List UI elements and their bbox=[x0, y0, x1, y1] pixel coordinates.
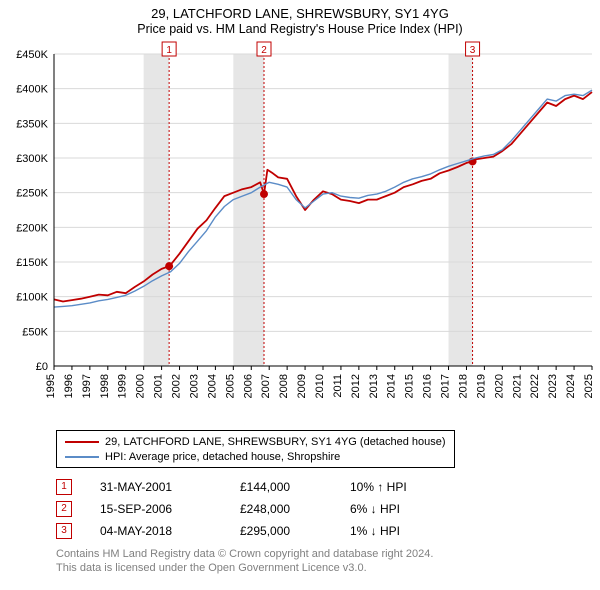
legend-item: 29, LATCHFORD LANE, SHREWSBURY, SY1 4YG … bbox=[65, 434, 446, 449]
marker-price: £295,000 bbox=[240, 524, 350, 538]
svg-text:2000: 2000 bbox=[135, 374, 147, 398]
attribution-line: Contains HM Land Registry data © Crown c… bbox=[56, 548, 433, 562]
marker-date: 04-MAY-2018 bbox=[100, 524, 240, 538]
svg-text:2017: 2017 bbox=[440, 374, 452, 398]
marker-table: 1 31-MAY-2001 £144,000 10% ↑ HPI 2 15-SE… bbox=[56, 476, 407, 542]
legend-item: HPI: Average price, detached house, Shro… bbox=[65, 449, 446, 464]
svg-text:1997: 1997 bbox=[81, 374, 93, 398]
chart-container: 29, LATCHFORD LANE, SHREWSBURY, SY1 4YG … bbox=[0, 0, 600, 590]
svg-text:2: 2 bbox=[261, 45, 267, 56]
marker-hpi: 10% ↑ HPI bbox=[350, 480, 407, 494]
legend-label: HPI: Average price, detached house, Shro… bbox=[105, 451, 340, 463]
legend-swatch bbox=[65, 441, 99, 443]
svg-text:2012: 2012 bbox=[350, 374, 362, 398]
svg-text:2019: 2019 bbox=[475, 374, 487, 398]
svg-text:2003: 2003 bbox=[188, 374, 200, 398]
marker-hpi: 1% ↓ HPI bbox=[350, 524, 400, 538]
svg-text:2001: 2001 bbox=[153, 374, 165, 398]
svg-text:2008: 2008 bbox=[278, 374, 290, 398]
svg-text:2020: 2020 bbox=[493, 374, 505, 398]
svg-text:2002: 2002 bbox=[171, 374, 183, 398]
svg-text:3: 3 bbox=[470, 45, 476, 56]
svg-text:£200K: £200K bbox=[16, 222, 48, 234]
svg-text:2006: 2006 bbox=[242, 374, 254, 398]
chart-plot: £0 £50K £100K £150K £200K £250K £300K £350K £400… bbox=[0, 40, 600, 420]
svg-text:£250K: £250K bbox=[16, 188, 48, 200]
svg-text:1: 1 bbox=[166, 45, 172, 56]
svg-text:£450K: £450K bbox=[16, 49, 48, 61]
svg-text:2014: 2014 bbox=[386, 374, 398, 398]
svg-text:£150K: £150K bbox=[16, 257, 48, 269]
svg-text:2011: 2011 bbox=[332, 374, 344, 398]
svg-text:£100K: £100K bbox=[16, 292, 48, 304]
marker-price: £248,000 bbox=[240, 502, 350, 516]
svg-text:1996: 1996 bbox=[63, 374, 75, 398]
svg-text:£50K: £50K bbox=[22, 326, 48, 338]
chart-svg: £0 £50K £100K £150K £200K £250K £300K £350K £400… bbox=[0, 40, 600, 420]
legend-swatch bbox=[65, 456, 99, 458]
marker-date: 31-MAY-2001 bbox=[100, 480, 240, 494]
svg-text:2010: 2010 bbox=[314, 374, 326, 398]
legend: 29, LATCHFORD LANE, SHREWSBURY, SY1 4YG … bbox=[56, 430, 455, 468]
svg-text:1998: 1998 bbox=[99, 374, 111, 398]
marker-date: 15-SEP-2006 bbox=[100, 502, 240, 516]
marker-number-box: 1 bbox=[56, 479, 72, 495]
marker-price: £144,000 bbox=[240, 480, 350, 494]
svg-text:2015: 2015 bbox=[404, 374, 416, 398]
title-sub: Price paid vs. HM Land Registry's House … bbox=[0, 22, 600, 36]
marker-hpi: 6% ↓ HPI bbox=[350, 502, 400, 516]
svg-text:1999: 1999 bbox=[117, 374, 129, 398]
svg-text:2021: 2021 bbox=[511, 374, 523, 398]
svg-text:£350K: £350K bbox=[16, 118, 48, 130]
svg-text:£400K: £400K bbox=[16, 84, 48, 96]
title-main: 29, LATCHFORD LANE, SHREWSBURY, SY1 4YG bbox=[0, 6, 600, 21]
svg-text:2022: 2022 bbox=[529, 374, 541, 398]
svg-text:1995: 1995 bbox=[45, 374, 57, 398]
svg-text:2024: 2024 bbox=[565, 374, 577, 398]
legend-label: 29, LATCHFORD LANE, SHREWSBURY, SY1 4YG … bbox=[105, 436, 446, 448]
svg-text:£300K: £300K bbox=[16, 153, 48, 165]
title-block: 29, LATCHFORD LANE, SHREWSBURY, SY1 4YG … bbox=[0, 0, 600, 36]
svg-text:2013: 2013 bbox=[368, 374, 380, 398]
marker-number-box: 2 bbox=[56, 501, 72, 517]
attribution-line: This data is licensed under the Open Gov… bbox=[56, 562, 433, 576]
svg-text:2007: 2007 bbox=[260, 374, 272, 398]
marker-row: 3 04-MAY-2018 £295,000 1% ↓ HPI bbox=[56, 520, 407, 542]
svg-text:2018: 2018 bbox=[457, 374, 469, 398]
svg-text:2025: 2025 bbox=[583, 374, 595, 398]
marker-row: 1 31-MAY-2001 £144,000 10% ↑ HPI bbox=[56, 476, 407, 498]
marker-number-box: 3 bbox=[56, 523, 72, 539]
svg-text:2016: 2016 bbox=[422, 374, 434, 398]
svg-text:2009: 2009 bbox=[296, 374, 308, 398]
svg-text:2005: 2005 bbox=[224, 374, 236, 398]
marker-row: 2 15-SEP-2006 £248,000 6% ↓ HPI bbox=[56, 498, 407, 520]
svg-text:2023: 2023 bbox=[547, 374, 559, 398]
svg-text:£0: £0 bbox=[36, 361, 48, 373]
attribution: Contains HM Land Registry data © Crown c… bbox=[56, 548, 433, 576]
svg-text:2004: 2004 bbox=[206, 374, 218, 398]
